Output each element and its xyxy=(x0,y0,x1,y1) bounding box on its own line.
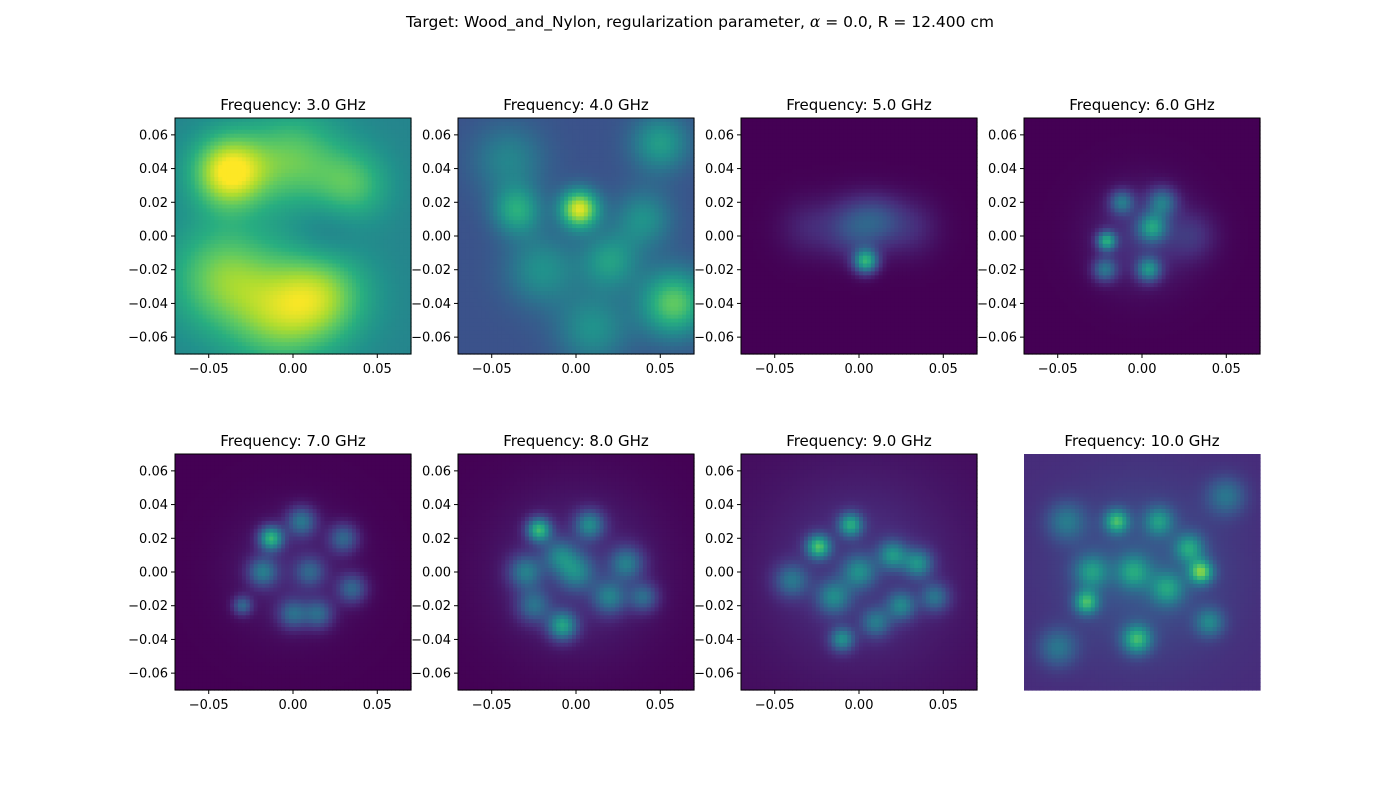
subplot-title: Frequency: 5.0 GHz xyxy=(786,96,932,114)
y-tick-label: −0.02 xyxy=(411,599,451,614)
y-tick-label: 0.00 xyxy=(422,566,451,581)
y-tick-label: 0.00 xyxy=(139,566,168,581)
y-tick-label: −0.04 xyxy=(411,297,451,312)
heatmap-image xyxy=(1024,118,1261,355)
subplot-7: Frequency: 9.0 GHz −0.05 0.00 0.05 0.06 0.04 0… xyxy=(694,432,978,713)
heatmap-image xyxy=(741,454,978,691)
subplot-5: Frequency: 7.0 GHz −0.05 0.00 0.05 0.06 0.04 0… xyxy=(128,432,412,713)
y-tick-label: 0.06 xyxy=(422,128,451,143)
figure-title-suffix: = 0.0, R = 12.400 cm xyxy=(820,13,994,31)
x-tick-label: 0.05 xyxy=(929,362,958,377)
figure-title-prefix: Target: Wood_and_Nylon, regularization p… xyxy=(406,13,810,31)
y-tick-label: 0.02 xyxy=(422,532,451,547)
y-tick-label: 0.04 xyxy=(988,162,1017,177)
heatmap-image xyxy=(458,118,695,355)
x-tick-label: 0.05 xyxy=(929,698,958,713)
alpha-symbol: α xyxy=(810,13,820,31)
y-tick-label: 0.02 xyxy=(422,196,451,211)
y-tick-label: −0.04 xyxy=(694,297,734,312)
y-tick-label: 0.04 xyxy=(705,162,734,177)
heatmap-image xyxy=(1024,454,1261,691)
y-tick-label: 0.06 xyxy=(705,128,734,143)
y-tick-label: −0.02 xyxy=(128,263,168,278)
y-tick-label: −0.06 xyxy=(977,331,1017,346)
y-tick-label: 0.06 xyxy=(988,128,1017,143)
y-tick-label: −0.02 xyxy=(977,263,1017,278)
y-tick-label: 0.06 xyxy=(139,128,168,143)
x-tick-label: 0.05 xyxy=(646,362,675,377)
subplot-title: Frequency: 10.0 GHz xyxy=(1064,432,1219,450)
y-tick-label: −0.06 xyxy=(694,331,734,346)
y-tick-label: 0.02 xyxy=(139,532,168,547)
y-tick-label: −0.02 xyxy=(128,599,168,614)
y-tick-label: 0.06 xyxy=(139,464,168,479)
y-tick-label: −0.02 xyxy=(694,263,734,278)
subplot-title: Frequency: 9.0 GHz xyxy=(786,432,932,450)
y-tick-label: 0.04 xyxy=(139,162,168,177)
y-tick-label: 0.00 xyxy=(422,230,451,245)
subplot-6: Frequency: 8.0 GHz −0.05 0.00 0.05 0.06 0.04 0… xyxy=(411,432,695,713)
heatmap-image xyxy=(175,454,412,691)
y-tick-label: −0.04 xyxy=(411,633,451,648)
subplot-title: Frequency: 8.0 GHz xyxy=(503,432,649,450)
x-tick-label: 0.00 xyxy=(562,698,591,713)
subplot-title: Frequency: 7.0 GHz xyxy=(220,432,366,450)
y-tick-label: −0.04 xyxy=(977,297,1017,312)
y-tick-label: 0.00 xyxy=(139,230,168,245)
y-tick-label: 0.02 xyxy=(705,196,734,211)
subplot-title: Frequency: 6.0 GHz xyxy=(1069,96,1215,114)
y-tick-label: 0.04 xyxy=(422,498,451,513)
y-tick-label: −0.06 xyxy=(128,331,168,346)
heatmap-image xyxy=(175,118,412,355)
x-tick-label: −0.05 xyxy=(472,362,512,377)
heatmap-image xyxy=(741,118,978,355)
subplot-3: Frequency: 5.0 GHz −0.05 0.00 0.05 0.06 0.04 0… xyxy=(694,96,978,377)
subplot-4: Frequency: 6.0 GHz −0.05 0.00 0.05 0.06 0.04 0… xyxy=(977,96,1261,377)
x-tick-label: 0.00 xyxy=(562,362,591,377)
subplot-8: Frequency: 10.0 GHz xyxy=(1024,432,1261,691)
y-tick-label: −0.06 xyxy=(128,667,168,682)
y-tick-label: 0.00 xyxy=(705,230,734,245)
subplot-1: Frequency: 3.0 GHz −0.05 0.00 0.05 0.06 0.04 0… xyxy=(128,96,412,377)
x-tick-label: −0.05 xyxy=(1038,362,1078,377)
subplot-title: Frequency: 4.0 GHz xyxy=(503,96,649,114)
x-tick-label: 0.05 xyxy=(363,362,392,377)
x-tick-label: 0.00 xyxy=(279,698,308,713)
x-tick-label: −0.05 xyxy=(472,698,512,713)
subplot-2: Frequency: 4.0 GHz −0.05 0.00 0.05 0.06 0.04 0… xyxy=(411,96,695,377)
x-tick-label: −0.05 xyxy=(755,698,795,713)
y-tick-label: −0.04 xyxy=(128,297,168,312)
y-tick-label: 0.00 xyxy=(705,566,734,581)
x-tick-label: −0.05 xyxy=(189,362,229,377)
subplot-title: Frequency: 3.0 GHz xyxy=(220,96,366,114)
y-tick-label: 0.02 xyxy=(988,196,1017,211)
x-tick-label: −0.05 xyxy=(755,362,795,377)
y-tick-label: −0.06 xyxy=(411,667,451,682)
y-tick-label: 0.02 xyxy=(705,532,734,547)
y-tick-label: 0.06 xyxy=(422,464,451,479)
x-tick-label: 0.00 xyxy=(279,362,308,377)
y-tick-label: 0.06 xyxy=(705,464,734,479)
y-tick-label: 0.04 xyxy=(139,498,168,513)
x-tick-label: 0.05 xyxy=(646,698,675,713)
y-tick-label: 0.04 xyxy=(705,498,734,513)
y-tick-label: −0.04 xyxy=(128,633,168,648)
y-tick-label: 0.04 xyxy=(422,162,451,177)
x-tick-label: 0.00 xyxy=(845,698,874,713)
x-tick-label: 0.05 xyxy=(1212,362,1241,377)
figure-title: Target: Wood_and_Nylon, regularization p… xyxy=(0,13,1400,31)
x-tick-label: 0.00 xyxy=(1128,362,1157,377)
y-tick-label: −0.06 xyxy=(694,667,734,682)
y-tick-label: 0.00 xyxy=(988,230,1017,245)
y-tick-label: −0.02 xyxy=(694,599,734,614)
y-tick-label: −0.04 xyxy=(694,633,734,648)
y-tick-label: 0.02 xyxy=(139,196,168,211)
x-tick-label: 0.05 xyxy=(363,698,392,713)
x-tick-label: −0.05 xyxy=(189,698,229,713)
heatmap-image xyxy=(458,454,695,691)
y-tick-label: −0.06 xyxy=(411,331,451,346)
y-tick-label: −0.02 xyxy=(411,263,451,278)
x-tick-label: 0.00 xyxy=(845,362,874,377)
